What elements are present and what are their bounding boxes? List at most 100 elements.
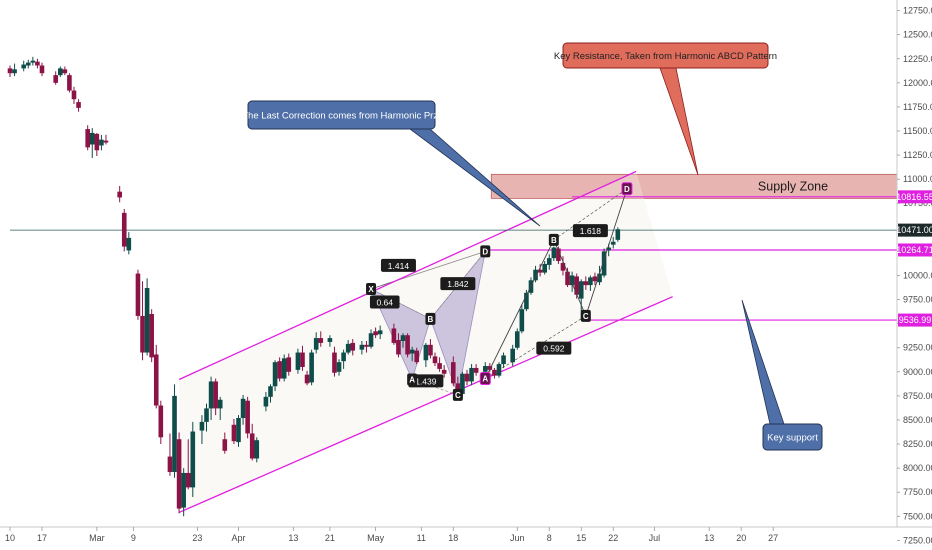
candle-body[interactable]	[551, 247, 557, 259]
candle-body[interactable]	[546, 258, 552, 265]
candle-body[interactable]	[391, 328, 397, 343]
candle-body[interactable]	[286, 357, 292, 372]
candle-body[interactable]	[615, 229, 621, 240]
candle-body[interactable]	[359, 344, 365, 350]
candle-body[interactable]	[217, 399, 223, 409]
candle-body[interactable]	[304, 374, 310, 384]
candle-body[interactable]	[542, 263, 547, 273]
candle-body[interactable]	[295, 352, 301, 370]
candle-body[interactable]	[181, 472, 186, 508]
candle-body[interactable]	[7, 68, 13, 74]
candle-body[interactable]	[350, 342, 356, 351]
candle-body[interactable]	[300, 352, 305, 367]
candle-body[interactable]	[236, 418, 241, 443]
candle-body[interactable]	[537, 269, 543, 273]
candle-body[interactable]	[172, 395, 177, 472]
candle-body[interactable]	[240, 398, 246, 419]
candle-body[interactable]	[167, 456, 173, 472]
candle-body[interactable]	[450, 362, 456, 384]
candle-body[interactable]	[67, 75, 72, 91]
candle-body[interactable]	[281, 358, 287, 379]
candle-body[interactable]	[341, 352, 346, 362]
candle-body[interactable]	[30, 60, 36, 63]
candle-body[interactable]	[473, 367, 479, 373]
candle-body[interactable]	[208, 381, 214, 409]
candle-body[interactable]	[524, 292, 529, 310]
candle-body[interactable]	[377, 330, 383, 335]
candle-body[interactable]	[565, 271, 570, 286]
candle-body[interactable]	[144, 288, 150, 353]
candle-body[interactable]	[277, 361, 282, 379]
candle-body[interactable]	[263, 396, 269, 407]
candle-body[interactable]	[204, 408, 209, 422]
candle-body[interactable]	[610, 241, 616, 245]
candle-body[interactable]	[368, 333, 374, 347]
candle-body[interactable]	[185, 472, 191, 488]
candle-body[interactable]	[62, 69, 68, 74]
candle-body[interactable]	[336, 362, 342, 372]
candle-body[interactable]	[268, 386, 273, 397]
candle-body[interactable]	[441, 369, 447, 374]
candle-body[interactable]	[99, 139, 104, 146]
candle-body[interactable]	[140, 315, 145, 353]
candle-body[interactable]	[400, 335, 406, 341]
candle-body[interactable]	[272, 362, 278, 387]
candle-body[interactable]	[121, 212, 127, 247]
candle-body[interactable]	[39, 65, 45, 74]
candle-body[interactable]	[25, 62, 31, 66]
channel-lower-line[interactable]	[178, 296, 673, 514]
candle-body[interactable]	[432, 356, 438, 364]
candle-body[interactable]	[53, 75, 58, 83]
candle-body[interactable]	[332, 352, 337, 373]
candle-body[interactable]	[313, 338, 319, 350]
candle-body[interactable]	[254, 440, 260, 459]
candle-body[interactable]	[149, 314, 154, 358]
candle-body[interactable]	[318, 338, 324, 343]
candle-body[interactable]	[501, 355, 506, 365]
candle-body[interactable]	[231, 424, 237, 442]
candle-body[interactable]	[12, 69, 17, 74]
candle-body[interactable]	[126, 237, 132, 251]
candle-body[interactable]	[245, 400, 250, 434]
candle-body[interactable]	[94, 133, 100, 151]
candle-body[interactable]	[423, 344, 429, 361]
candle-body[interactable]	[606, 247, 611, 251]
candle-body[interactable]	[487, 366, 493, 370]
candle-body[interactable]	[21, 64, 27, 69]
candle-body[interactable]	[249, 433, 255, 459]
candle-body[interactable]	[514, 331, 520, 348]
candle-body[interactable]	[222, 439, 228, 451]
candle-body[interactable]	[71, 90, 77, 100]
candle-body[interactable]	[469, 367, 474, 382]
candle-body[interactable]	[345, 343, 351, 353]
candle-body[interactable]	[578, 281, 584, 299]
candle-body[interactable]	[510, 348, 515, 363]
candle-body[interactable]	[569, 275, 575, 286]
candle-body[interactable]	[57, 68, 63, 76]
candle-body[interactable]	[89, 132, 95, 145]
candle-body[interactable]	[76, 102, 81, 108]
candle-body[interactable]	[592, 276, 598, 282]
candle-body[interactable]	[533, 269, 538, 281]
candle-body[interactable]	[85, 129, 90, 148]
candle-body[interactable]	[373, 331, 378, 336]
candle-body[interactable]	[364, 344, 369, 347]
candle-body[interactable]	[35, 61, 40, 66]
candle-body[interactable]	[103, 140, 109, 143]
candle-body[interactable]	[396, 340, 401, 355]
candle-body[interactable]	[409, 349, 415, 354]
candle-body[interactable]	[588, 277, 593, 286]
candle-body[interactable]	[176, 439, 182, 509]
candle-body[interactable]	[309, 352, 314, 383]
candle-body[interactable]	[158, 405, 164, 438]
candle-body[interactable]	[460, 373, 465, 394]
candle-body[interactable]	[428, 344, 433, 356]
candle-body[interactable]	[327, 338, 333, 342]
candle-body[interactable]	[519, 309, 525, 332]
candle-body[interactable]	[414, 350, 420, 363]
channel-upper-line[interactable]	[178, 170, 637, 381]
candle-body[interactable]	[574, 276, 579, 295]
candle-body[interactable]	[601, 251, 607, 276]
candle-body[interactable]	[153, 354, 159, 406]
candle-body[interactable]	[190, 431, 196, 488]
